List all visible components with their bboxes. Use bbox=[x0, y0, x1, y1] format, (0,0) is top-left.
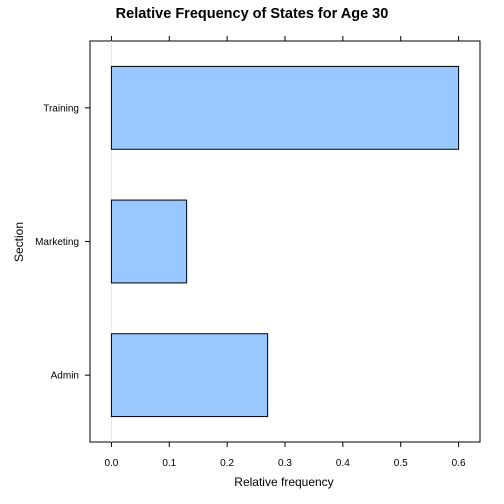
y-axis-ticks: Admin Marketing Training bbox=[35, 103, 90, 382]
x-tick-label: 0.5 bbox=[394, 458, 408, 469]
chart-title: Relative Frequency of States for Age 30 bbox=[116, 6, 389, 22]
x-tick-label: 0.3 bbox=[278, 458, 292, 469]
x-tick-label: 0.0 bbox=[104, 458, 118, 469]
bar-marketing bbox=[110, 199, 188, 284]
y-tick-label-marketing: Marketing bbox=[35, 237, 79, 248]
bar-admin bbox=[110, 333, 269, 418]
x-tick-label: 0.6 bbox=[452, 458, 466, 469]
bars-group bbox=[110, 65, 460, 418]
x-axis-ticks: 0.0 0.1 0.2 0.3 0.4 0.5 0.6 bbox=[104, 36, 466, 469]
x-axis-label: Relative frequency bbox=[234, 475, 333, 489]
y-tick-label-admin: Admin bbox=[51, 371, 79, 382]
y-tick-label-training: Training bbox=[43, 103, 79, 114]
x-tick-label: 0.2 bbox=[220, 458, 234, 469]
y-axis-label: Section bbox=[12, 222, 26, 262]
x-tick-label: 0.4 bbox=[336, 458, 350, 469]
bar-training bbox=[110, 65, 460, 150]
x-tick-label: 0.1 bbox=[162, 458, 176, 469]
